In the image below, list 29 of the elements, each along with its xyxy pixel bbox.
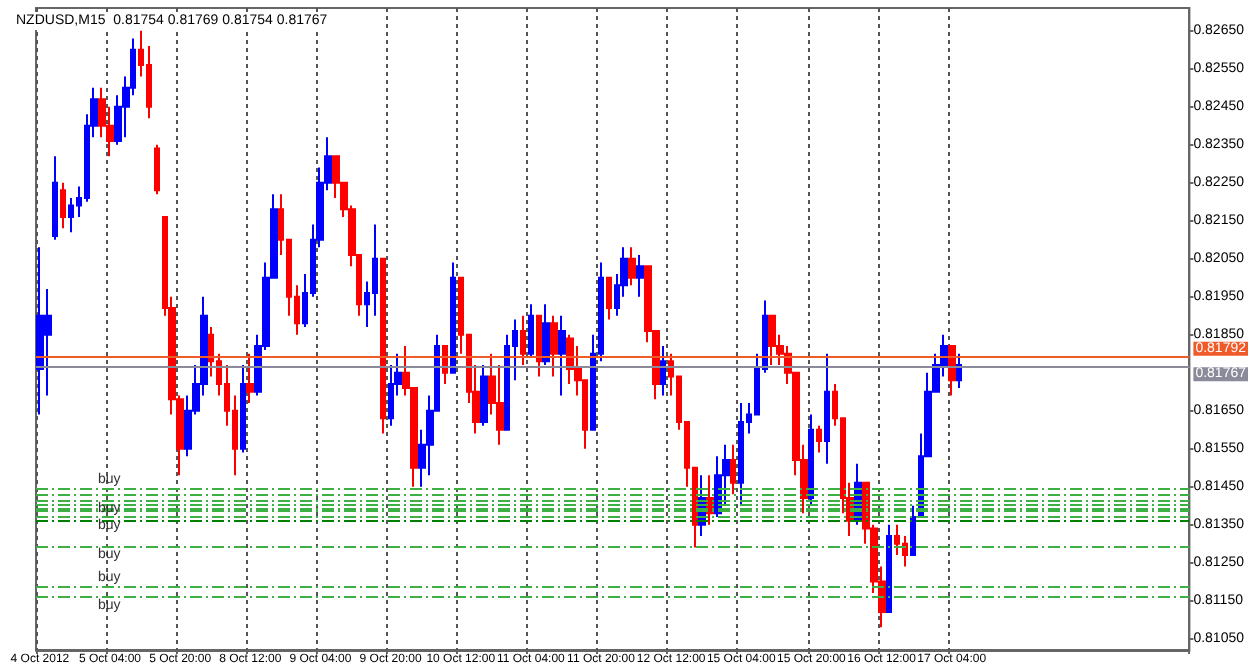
candlestick [536,314,542,378]
candlestick [730,443,736,496]
candlestick [886,523,892,614]
candlestick [910,504,916,557]
candlestick [520,314,526,367]
candlestick [768,314,776,367]
candlestick [480,364,488,427]
candlestick [808,413,814,507]
candlestick [628,246,636,287]
candlestick [550,314,558,378]
candlestick [824,352,830,465]
candlestick [542,303,550,367]
candlestick [450,261,456,374]
candlestick [60,181,66,230]
candlestick [738,402,744,507]
candlestick [660,345,666,397]
candlestick [606,276,612,321]
candlestick [558,314,566,397]
candlestick [154,143,160,196]
candlestick [246,352,254,405]
candlestick [956,352,962,389]
candlestick [636,253,644,298]
candlestick [380,257,386,435]
candlestick [948,345,956,397]
candlestick [816,424,822,454]
candlestick [52,155,58,241]
candlestick [36,246,44,416]
candlestick [528,303,534,359]
candlestick [240,364,246,454]
